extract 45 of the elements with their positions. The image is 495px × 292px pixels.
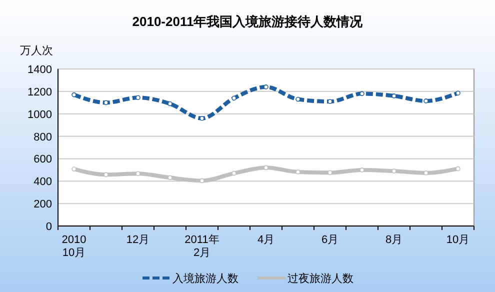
point (424, 170, 428, 176)
point (72, 92, 76, 98)
point (264, 84, 268, 90)
y-tick-label: 1200 (28, 86, 52, 98)
point (232, 170, 236, 176)
point (200, 178, 204, 184)
point (456, 90, 460, 96)
x-tick-label: 2010 10月 (62, 234, 86, 259)
point (328, 99, 332, 104)
y-tick-label: 0 (46, 221, 52, 233)
x-tick-label: 8月 (385, 234, 403, 246)
legend-label: 入境旅游人数 (172, 272, 238, 285)
point (136, 95, 140, 100)
y-tick-label: 200 (34, 198, 52, 211)
x-tick-label: 4月 (257, 234, 275, 246)
y-tick-label: 1000 (28, 108, 52, 121)
point (456, 166, 460, 172)
point (136, 171, 140, 176)
point (200, 116, 204, 121)
x-tick-label: 6月 (321, 234, 339, 246)
y-tick-label: 1400 (28, 64, 52, 76)
legend-label: 过夜旅游人数 (288, 272, 354, 285)
point (72, 166, 76, 172)
point (296, 170, 300, 174)
point (392, 168, 396, 174)
point (360, 168, 364, 172)
point (424, 98, 428, 104)
chart-title: 2010-2011年我国入境旅游接待人数情况 (132, 14, 364, 29)
point (392, 94, 396, 98)
y-axis-title: 万人次 (20, 45, 53, 57)
point (360, 91, 364, 96)
point (328, 170, 332, 176)
point (168, 175, 172, 180)
x-tick-label: 12月 (126, 234, 150, 246)
x-tick-label: 2011年 2月 (184, 234, 220, 259)
x-tick-label: 10月 (446, 234, 470, 246)
y-tick-label: 800 (34, 131, 52, 144)
y-tick-label: 400 (34, 176, 52, 188)
point (232, 96, 236, 101)
point (264, 165, 268, 170)
point (296, 96, 300, 102)
point (104, 100, 108, 106)
point (168, 101, 172, 106)
y-tick-label: 600 (34, 154, 52, 166)
point (104, 172, 108, 178)
